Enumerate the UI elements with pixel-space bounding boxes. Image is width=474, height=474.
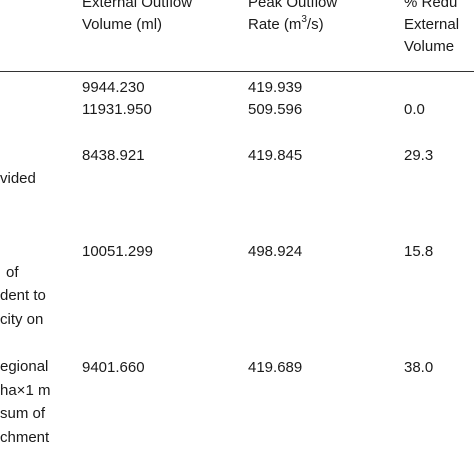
header-reduction-line2: External [404,16,460,33]
header-peak-line1: Peak Outflow [248,0,338,11]
row-2-volume: 11931.950 [82,101,152,118]
row-5-peak: 419.689 [248,359,303,376]
row-1-peak: 419.939 [248,79,303,96]
row-5-reduction: 38.0 [404,359,434,376]
row-4-description-line3: city on [0,311,44,328]
header-reduction: % Redu External Volume [404,0,459,58]
row-3-description-line1: vided [0,170,36,187]
row-4-reduction: 15.8 [404,243,434,260]
row-2-peak: 509.596 [248,101,303,118]
row-2-reduction: 0.0 [404,101,425,118]
row-3-peak: 419.845 [248,147,303,164]
row-1-volume: 9944.230 [82,79,145,96]
header-peak: Peak Outflow Rate (m3/s) [248,0,337,36]
row-5-description-line1: egional [0,358,49,375]
row-5-description-line4: chment [0,429,50,446]
row-5-volume: 9401.660 [82,359,145,376]
header-volume-line1: External Outflow [82,0,193,11]
header-peak-line2: Rate (m3/s) [248,14,324,34]
header-reduction-line3: Volume [404,38,455,55]
row-4-description-line2: dent to [0,287,46,304]
row-4-peak: 498.924 [248,243,303,260]
header-reduction-line1: % Redu [404,0,458,11]
row-4-description-line1: of [6,264,19,281]
row-5-description-line2: ha×1 m [0,382,51,399]
row-4-volume: 10051.299 [82,243,153,260]
row-5-description-line3: sum of [0,405,46,422]
header-volume: External Outflow Volume (ml) [82,0,192,36]
header-volume-line2: Volume (ml) [82,16,163,33]
row-3-volume: 8438.921 [82,147,145,164]
header-rule [0,71,474,72]
row-3-reduction: 29.3 [404,147,434,164]
